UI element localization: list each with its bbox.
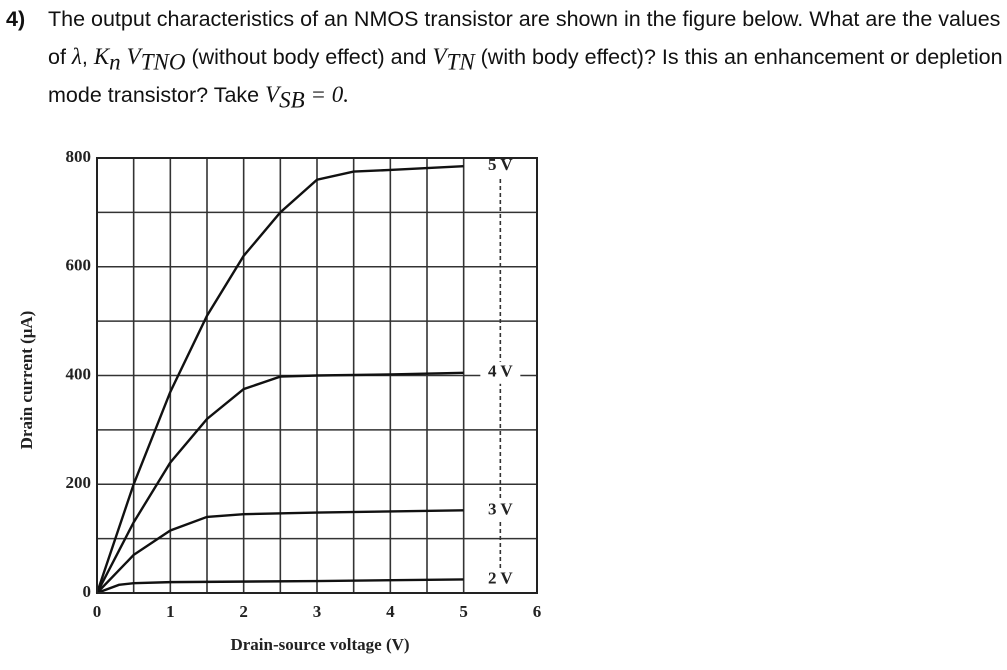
math: λ — [71, 44, 82, 69]
curve — [95, 164, 464, 594]
question: 4) The output characteristics of an NMOS… — [0, 0, 1005, 114]
question-number: 4) — [6, 7, 26, 31]
label-bg — [480, 361, 521, 384]
curve — [96, 578, 464, 595]
y-tick-label: 800 — [66, 147, 92, 166]
curve-label: 4 V — [488, 362, 513, 381]
curve-label: 2 V — [488, 568, 513, 587]
label-bg — [480, 155, 521, 178]
x-tick-label: 0 — [93, 602, 102, 621]
curve — [96, 509, 464, 594]
y-tick-label: 600 — [66, 256, 92, 275]
text: (with body effect)? Is this an enhanceme… — [48, 45, 1003, 107]
math: K — [93, 44, 110, 69]
y-tick-label: 200 — [66, 473, 92, 492]
text: The output characteristics of an NMOS tr… — [48, 7, 1001, 69]
y-tick-label: 400 — [66, 364, 92, 383]
text: , — [81, 45, 94, 69]
x-tick-label: 2 — [239, 602, 248, 621]
curve-label: 5 V — [488, 155, 513, 174]
x-tick-label: 3 — [313, 602, 322, 621]
text: (without body effect) and — [185, 45, 433, 69]
math-sub: SB — [279, 87, 305, 113]
x-tick-label: 6 — [533, 602, 542, 621]
label-bg — [480, 568, 521, 591]
y-tick-label: 0 — [83, 582, 92, 601]
math: V — [126, 44, 141, 69]
math-sub: TNO — [140, 49, 186, 75]
math: V — [432, 44, 447, 69]
y-axis-label: Drain current (μA) — [17, 311, 36, 450]
math-sub: n — [109, 49, 121, 75]
curve-label: 3 V — [488, 499, 513, 518]
x-tick-label: 1 — [166, 602, 175, 621]
math: = 0. — [304, 82, 350, 107]
question-text: The output characteristics of an NMOS tr… — [48, 0, 1005, 114]
x-tick-label: 5 — [459, 602, 468, 621]
x-axis-label: Drain-source voltage (V) — [230, 635, 409, 654]
math-sub: TN — [446, 49, 475, 75]
math: V — [265, 82, 280, 107]
frame — [96, 157, 538, 594]
curve — [95, 371, 464, 594]
x-tick-label: 4 — [386, 602, 395, 621]
label-bg — [480, 499, 521, 522]
